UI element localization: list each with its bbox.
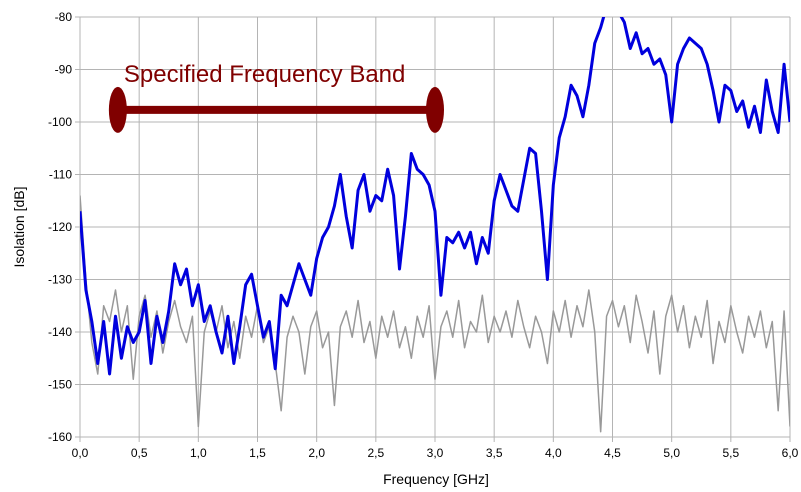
x-tick-label: 1,0 — [190, 446, 207, 460]
x-tick-label: 4,5 — [604, 446, 621, 460]
y-axis-label: Isolation [dB] — [11, 187, 27, 268]
x-tick-label: 5,0 — [663, 446, 680, 460]
y-tick-label: -150 — [48, 378, 72, 392]
annotation-text: Specified Frequency Band — [124, 61, 406, 88]
x-tick-label: 3,5 — [486, 446, 503, 460]
y-tick-label: -80 — [55, 10, 73, 24]
y-tick-label: -130 — [48, 273, 72, 287]
x-tick-label: 0,5 — [131, 446, 148, 460]
x-tick-label: 5,5 — [722, 446, 739, 460]
y-tick-label: -120 — [48, 220, 72, 234]
y-tick-label: -100 — [48, 115, 72, 129]
x-tick-label: 1,5 — [249, 446, 266, 460]
x-tick-label: 3,0 — [427, 446, 444, 460]
band-end — [108, 86, 127, 133]
x-tick-label: 6,0 — [782, 446, 799, 460]
x-axis-label: Frequency [GHz] — [383, 471, 489, 487]
series-line — [80, 195, 790, 433]
x-tick-label: 2,0 — [308, 446, 325, 460]
plot-lines — [80, 17, 790, 433]
x-tick-label: 0,0 — [72, 446, 89, 460]
y-tick-label: -90 — [55, 63, 73, 77]
x-tick-label: 2,5 — [367, 446, 384, 460]
y-tick-label: -160 — [48, 430, 72, 444]
series-line — [80, 17, 790, 376]
x-tick-label: 4,0 — [545, 446, 562, 460]
y-tick-label: -140 — [48, 325, 72, 339]
y-tick-label: -110 — [49, 168, 72, 182]
band-end — [426, 86, 444, 133]
